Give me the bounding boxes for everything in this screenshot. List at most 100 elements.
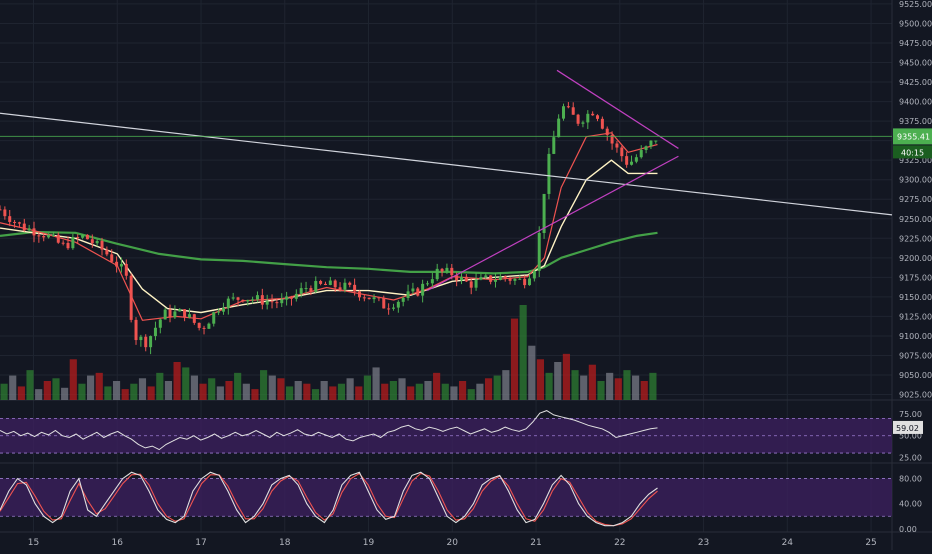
candle-body bbox=[547, 153, 551, 194]
volume-bar bbox=[285, 386, 294, 400]
volume-bar bbox=[78, 383, 86, 400]
time-axis[interactable]: 15 16 17 18 19 20 21 22 23 24 25 bbox=[28, 538, 877, 548]
triangle-line[interactable] bbox=[556, 69, 679, 149]
stoch-band bbox=[0, 478, 892, 517]
stoch-tick-label: 40.00 bbox=[899, 500, 922, 509]
volume-bar bbox=[545, 372, 553, 400]
volume-bar bbox=[216, 386, 224, 400]
candle-body bbox=[348, 282, 352, 285]
candle-body bbox=[610, 134, 614, 144]
rsi-value-label: 59.02 bbox=[896, 424, 919, 433]
candle-body bbox=[425, 283, 429, 285]
candle-body bbox=[576, 114, 580, 124]
volume-bar bbox=[260, 370, 268, 400]
volume-bar bbox=[112, 381, 121, 400]
volume-bar bbox=[173, 362, 181, 400]
candle-body bbox=[552, 137, 556, 154]
price-axis[interactable]: 9525.00 9500.00 9475.00 9450.00 9425.00 9400.… bbox=[893, 0, 932, 400]
volume-bar bbox=[95, 372, 103, 400]
candle-body bbox=[51, 234, 55, 236]
volume-bar bbox=[87, 375, 95, 400]
volume-bar bbox=[0, 383, 8, 400]
time-tick-label: 23 bbox=[698, 538, 709, 548]
volume-bar bbox=[562, 353, 570, 400]
price-tick-label: 9375.00 bbox=[899, 117, 932, 126]
volume-bar bbox=[433, 372, 441, 400]
volume-bar bbox=[311, 389, 320, 400]
trend-line[interactable] bbox=[0, 112, 893, 216]
volume-bar bbox=[580, 375, 588, 400]
time-tick-label: 22 bbox=[614, 538, 625, 548]
candle-body bbox=[173, 311, 177, 318]
candle-body bbox=[387, 308, 391, 310]
time-tick-label: 17 bbox=[195, 538, 206, 548]
candle-body bbox=[649, 140, 653, 147]
trend-drawings[interactable] bbox=[0, 69, 893, 292]
volume-bar bbox=[130, 383, 138, 400]
candle-body bbox=[319, 281, 323, 284]
candle-body bbox=[469, 281, 473, 288]
volume-bar bbox=[649, 372, 657, 400]
last-price-tag[interactable] bbox=[893, 128, 932, 145]
volume-bar bbox=[9, 375, 17, 400]
candle-body bbox=[581, 122, 585, 124]
candle-body bbox=[212, 312, 216, 324]
price-tick-label: 9025.00 bbox=[899, 391, 932, 400]
volume-bar bbox=[156, 372, 164, 400]
candle-body bbox=[265, 301, 269, 305]
price-tick-label: 9475.00 bbox=[899, 39, 932, 48]
volume-bar bbox=[35, 389, 43, 400]
candle-body bbox=[542, 193, 546, 234]
candle-body bbox=[221, 308, 225, 312]
triangle-line[interactable] bbox=[426, 155, 679, 292]
volume-bar bbox=[476, 383, 484, 400]
candle-body bbox=[343, 282, 347, 290]
volume-bar bbox=[164, 381, 173, 400]
candle-body bbox=[382, 298, 386, 309]
candle-body bbox=[153, 327, 157, 337]
price-tick-label: 9200.00 bbox=[899, 254, 932, 263]
price-candles bbox=[0, 102, 658, 355]
candle-body bbox=[285, 296, 289, 300]
candle-body bbox=[217, 311, 221, 313]
candle-body bbox=[406, 291, 410, 298]
candle-body bbox=[450, 267, 454, 276]
volume-bar bbox=[536, 359, 545, 400]
candle-body bbox=[532, 270, 536, 279]
candle-body bbox=[362, 297, 366, 299]
candle-body bbox=[149, 336, 153, 348]
candle-body bbox=[119, 263, 123, 267]
candle-body bbox=[56, 234, 60, 243]
candle-body bbox=[562, 106, 566, 119]
stoch-tick-label: 80.00 bbox=[899, 475, 922, 484]
volume-bar bbox=[363, 375, 371, 400]
volume-bar bbox=[268, 375, 276, 400]
volume-bar bbox=[121, 389, 129, 400]
candle-body bbox=[605, 128, 609, 135]
candle-body bbox=[411, 288, 415, 292]
candle-body bbox=[231, 297, 235, 299]
stochastic-pane[interactable]: 80.00 40.00 0.00 bbox=[0, 471, 922, 534]
candle-body bbox=[455, 275, 459, 281]
price-tick-label: 9250.00 bbox=[899, 215, 932, 224]
candle-body bbox=[124, 263, 128, 276]
candle-body bbox=[440, 268, 444, 272]
price-tick-label: 9125.00 bbox=[899, 312, 932, 321]
candle-body bbox=[236, 297, 240, 300]
price-tick-label: 9450.00 bbox=[899, 59, 932, 68]
price-tick-label: 9425.00 bbox=[899, 78, 932, 87]
last-price-label: 9355.41 bbox=[897, 132, 930, 141]
rsi-tick-label: 25.00 bbox=[899, 453, 922, 462]
price-tick-label: 9100.00 bbox=[899, 332, 932, 341]
rsi-pane[interactable]: 75.00 50.00 25.00 59.02 bbox=[0, 410, 923, 462]
candle-body bbox=[299, 288, 303, 294]
candle-body bbox=[246, 299, 250, 302]
volume-bar bbox=[26, 370, 34, 400]
candle-body bbox=[357, 291, 361, 298]
candle-body bbox=[178, 309, 182, 312]
volume-bar bbox=[190, 375, 198, 400]
volume-bar bbox=[632, 375, 640, 400]
